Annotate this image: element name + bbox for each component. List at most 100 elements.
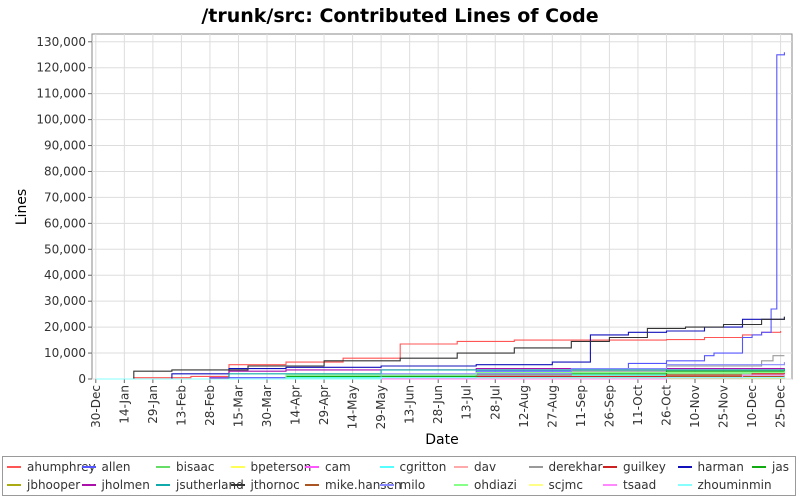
legend-item: bisaac xyxy=(156,458,215,476)
y-tick-label: 90,000 xyxy=(44,139,86,153)
legend-label: ohdiazi xyxy=(474,478,517,492)
legend-swatch xyxy=(7,466,21,468)
x-tick-label: 30-Dec xyxy=(89,385,103,428)
y-tick-label: 10,000 xyxy=(44,346,86,360)
legend-swatch xyxy=(230,484,245,486)
legend-swatch xyxy=(528,466,543,468)
y-tick-label: 60,000 xyxy=(44,216,86,230)
y-axis-label: Lines xyxy=(14,189,30,225)
legend-label: tsaad xyxy=(623,478,657,492)
legend-label: bpeterson xyxy=(250,460,312,474)
legend-swatch xyxy=(603,484,617,486)
legend-item: cgritton xyxy=(379,458,447,476)
legend-swatch xyxy=(454,484,468,486)
x-tick-label: 12-Aug xyxy=(517,385,531,428)
legend-label: scjmc xyxy=(548,478,583,492)
legend-swatch xyxy=(156,466,170,468)
y-tick-label: 120,000 xyxy=(36,61,86,75)
legend-label: cgritton xyxy=(399,460,447,474)
legend-label: ahumphrey xyxy=(27,460,96,474)
legend-label: mike.hansen xyxy=(325,478,402,492)
legend-label: dav xyxy=(474,460,497,474)
x-tick-label: 13-Jun xyxy=(403,385,417,424)
x-tick-label: 30-Mar xyxy=(260,385,274,427)
x-tick-label: 28-Feb xyxy=(203,385,217,426)
legend-item: jsutherland xyxy=(156,476,244,494)
x-tick-label: 14-Apr xyxy=(289,385,303,425)
x-axis-ticks: 30-Dec 14-Jan 29-Jan 13-Feb 28-Feb 15-Mar 30-M… xyxy=(89,379,788,429)
legend-item: jas xyxy=(752,458,789,476)
legend-label: allen xyxy=(101,460,131,474)
legend-swatch xyxy=(677,484,692,486)
series-line-ahumphrey xyxy=(95,331,782,380)
legend-swatch xyxy=(156,484,170,486)
legend-swatch xyxy=(454,466,468,468)
y-tick-label: 50,000 xyxy=(44,242,86,256)
legend-swatch xyxy=(305,484,319,486)
y-tick-label: 0 xyxy=(78,372,86,386)
legend-swatch xyxy=(379,484,394,486)
x-tick-label: 13-Feb xyxy=(174,385,188,426)
y-tick-label: 80,000 xyxy=(44,164,86,178)
y-tick-label: 20,000 xyxy=(44,320,86,334)
legend-item: milo xyxy=(379,476,426,494)
legend-label: jthornoc xyxy=(250,478,300,492)
y-tick-label: 30,000 xyxy=(44,294,86,308)
line-chart: /trunk/src: Contributed Lines of Code 0 1… xyxy=(14,5,793,448)
x-tick-label: 14-Jan xyxy=(117,385,131,424)
legend-label: jas xyxy=(772,460,789,474)
y-tick-label: 110,000 xyxy=(36,87,86,101)
legend-swatch xyxy=(81,466,96,468)
x-tick-label: 25-Nov xyxy=(717,385,731,428)
legend-label: cam xyxy=(325,460,351,474)
y-tick-label: 100,000 xyxy=(36,113,86,127)
x-tick-label: 28-Jun xyxy=(431,385,445,424)
legend-swatch xyxy=(603,466,617,468)
legend-label: jsutherland xyxy=(176,478,244,492)
x-tick-label: 11-Sep xyxy=(574,385,588,427)
x-tick-label: 26-Sep xyxy=(602,385,616,427)
chart-legend: ahumphrey allen bisaac bpeterson cam cgritton… xyxy=(2,456,796,496)
x-tick-label: 13-Jul xyxy=(460,385,474,420)
series-line-zhouminmin xyxy=(95,376,785,380)
legend-swatch xyxy=(379,466,394,468)
series-line-jthornoc xyxy=(95,316,785,380)
y-tick-label: 70,000 xyxy=(44,190,86,204)
x-tick-label: 27-Aug xyxy=(545,385,559,428)
x-tick-label: 10-Nov xyxy=(688,385,702,428)
legend-swatch xyxy=(230,466,245,468)
legend-label: zhouminmin xyxy=(697,478,772,492)
x-axis-label: Date xyxy=(425,432,458,448)
legend-swatch xyxy=(677,466,692,468)
legend-item: jholmen xyxy=(81,476,150,494)
legend-label: harman xyxy=(697,460,744,474)
legend-swatch xyxy=(305,466,319,468)
y-axis-ticks: 0 10,000 20,000 30,000 40,000 50,000 60,000 70,… xyxy=(36,35,92,386)
legend-item: ohdiazi xyxy=(454,476,517,494)
chart-title: /trunk/src: Contributed Lines of Code xyxy=(201,5,598,27)
legend-label: guilkey xyxy=(623,460,666,474)
legend-item: ahumphrey xyxy=(7,458,96,476)
x-tick-label: 10-Dec xyxy=(745,385,759,428)
legend-item: harman xyxy=(677,458,744,476)
x-tick-label: 28-Jul xyxy=(488,385,502,420)
legend-item: guilkey xyxy=(603,458,666,476)
x-tick-label: 29-Jan xyxy=(146,385,160,424)
plot-area xyxy=(91,33,793,380)
legend-item: jthornoc xyxy=(230,476,300,494)
x-tick-label: 29-May xyxy=(374,385,388,429)
x-tick-label: 29-Apr xyxy=(317,385,331,425)
legend-swatch xyxy=(752,466,766,468)
x-tick-label: 25-Dec xyxy=(774,385,788,428)
legend-item: tsaad xyxy=(603,476,656,494)
legend-item: zhouminmin xyxy=(677,476,772,494)
x-tick-label: 26-Oct xyxy=(659,385,673,426)
legend-item: allen xyxy=(81,458,131,476)
legend-item: jbhooper xyxy=(7,476,80,494)
legend-item: bpeterson xyxy=(230,458,312,476)
legend-swatch xyxy=(81,484,96,486)
legend-item: dav xyxy=(454,458,496,476)
legend-label: milo xyxy=(399,478,426,492)
legend-swatch xyxy=(528,484,543,486)
legend-swatch xyxy=(7,484,21,486)
